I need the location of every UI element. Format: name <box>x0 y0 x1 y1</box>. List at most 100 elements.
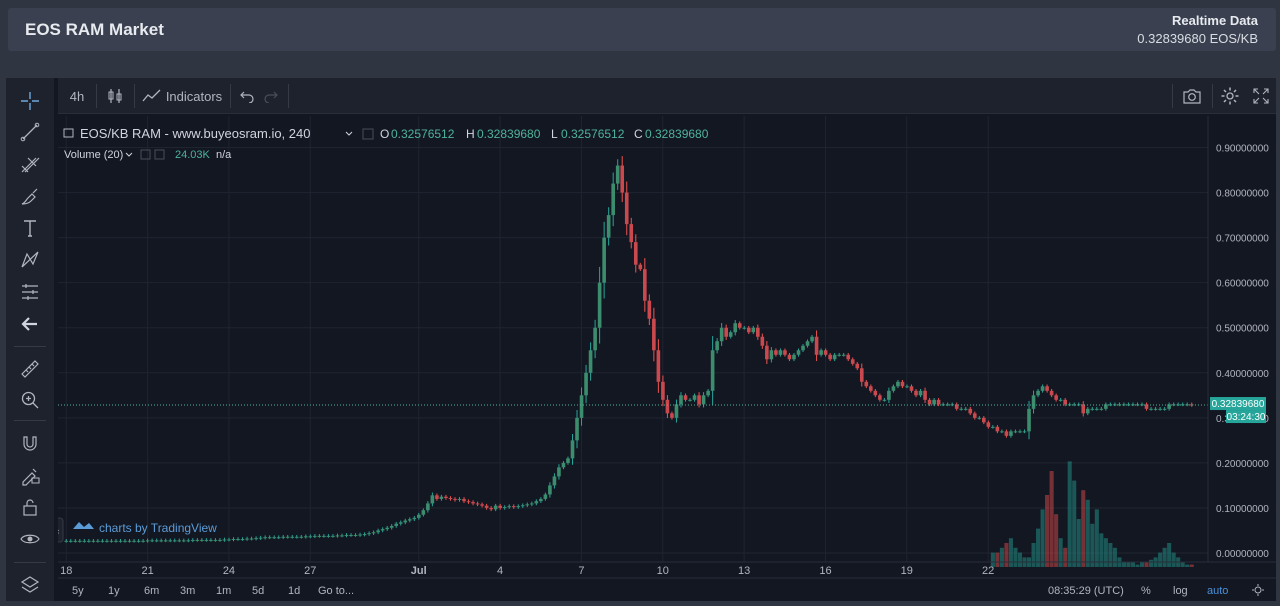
magnet-icon[interactable] <box>17 430 43 456</box>
chevron-left-icon[interactable]: ‹ <box>57 526 60 536</box>
candle-body <box>1063 399 1067 405</box>
candle-body <box>109 540 114 542</box>
x-tick-label: 16 <box>819 565 831 577</box>
candle-body <box>127 540 132 542</box>
candle-body <box>213 539 218 541</box>
candle-body <box>543 494 548 499</box>
ruler-icon[interactable] <box>17 356 43 382</box>
candle-body <box>371 532 376 534</box>
indicators-icon[interactable] <box>140 78 164 114</box>
range-button-3m[interactable]: 3m <box>180 585 195 597</box>
indicators-button[interactable]: Indicators <box>165 88 223 104</box>
candles-icon[interactable] <box>102 78 128 114</box>
bottom-settings-icon[interactable] <box>1252 584 1264 596</box>
volume-settings-icon[interactable] <box>140 149 151 160</box>
drawing-toolbar <box>6 78 54 601</box>
candle-body <box>896 381 900 387</box>
candle-body <box>855 363 860 369</box>
back-arrow-icon[interactable] <box>17 311 43 337</box>
candle-body <box>891 386 896 391</box>
brush-icon[interactable] <box>17 183 43 209</box>
clock[interactable]: 08:35:29 (UTC) <box>1048 585 1124 597</box>
layers-icon[interactable] <box>17 572 43 598</box>
chart-area[interactable]: 0.90000000 0.80000000 0.70000000 0.60000000… <box>6 116 1276 601</box>
trend-line-icon[interactable] <box>17 119 43 145</box>
auto-toggle[interactable]: auto <box>1207 585 1228 597</box>
candle-body <box>258 537 263 539</box>
text-icon[interactable] <box>17 215 43 241</box>
unlock-icon[interactable] <box>17 494 43 520</box>
chart-widget: 4h Indicators 0.90000000 0.80000000 0.7000… <box>6 78 1276 601</box>
candle-body <box>679 395 683 405</box>
prediction-icon[interactable] <box>17 279 43 305</box>
volume-bar <box>1058 538 1063 567</box>
zoom-in-icon[interactable] <box>17 387 43 413</box>
volume-dropdown-icon[interactable] <box>125 152 133 157</box>
pattern-icon[interactable] <box>17 247 43 273</box>
candle-body <box>385 527 389 530</box>
eye-icon[interactable] <box>17 526 43 552</box>
candle-body <box>1162 408 1167 410</box>
candle-body <box>159 540 163 542</box>
candle-body <box>1135 404 1140 406</box>
redo-icon[interactable] <box>260 78 282 114</box>
range-button-6m[interactable]: 6m <box>144 585 159 597</box>
chart-toolbar: 4h Indicators <box>58 78 1276 114</box>
realtime-value: 0.32839680 EOS/KB <box>1137 31 1258 46</box>
range-button-5y[interactable]: 5y <box>72 585 84 597</box>
candle-body <box>240 539 245 541</box>
candle-body <box>1036 390 1040 396</box>
candle-body <box>683 395 688 400</box>
symbol-title[interactable]: EOS/KB RAM - www.buyeosram.io, 240 <box>80 126 310 141</box>
candle-body <box>665 399 670 414</box>
range-button-1y[interactable]: 1y <box>108 585 120 597</box>
fullscreen-icon[interactable] <box>1246 78 1276 114</box>
candle-body <box>905 386 909 388</box>
candle-body <box>457 498 462 500</box>
candle-body <box>1090 408 1095 410</box>
header-bar: EOS RAM Market Realtime Data 0.32839680 … <box>8 8 1276 51</box>
candle-body <box>462 498 466 502</box>
candle-body <box>539 498 543 502</box>
volume-bar <box>1081 490 1086 567</box>
candle-body <box>204 539 209 541</box>
candle-body <box>864 381 869 387</box>
interval-button[interactable]: 4h <box>69 88 85 104</box>
candle-body <box>475 503 480 505</box>
x-tick-label: 13 <box>738 565 750 577</box>
candle-body <box>575 417 579 441</box>
candle-body <box>887 390 891 400</box>
candle-body <box>584 372 588 396</box>
candle-body <box>73 540 78 542</box>
percent-toggle[interactable]: % <box>1141 585 1151 597</box>
undo-icon[interactable] <box>236 78 258 114</box>
range-button-1m[interactable]: 1m <box>216 585 231 597</box>
lock-draw-icon[interactable] <box>17 462 43 488</box>
log-toggle[interactable]: log <box>1173 585 1188 597</box>
volume-bar <box>1008 538 1013 567</box>
time-axis[interactable]: 18 21 24 27 Jul 4 7 10 13 16 19 22 <box>60 565 994 577</box>
candle-body <box>145 540 150 542</box>
candle-body <box>995 426 1000 432</box>
goto-button[interactable]: Go to... <box>318 585 354 597</box>
price-candles <box>64 156 1194 543</box>
tradingview-watermark[interactable]: charts by TradingView <box>73 521 217 535</box>
collapse-icon[interactable] <box>63 128 74 138</box>
settings-small-icon[interactable] <box>362 128 374 140</box>
crosshair-icon[interactable] <box>17 88 43 114</box>
candle-body <box>68 540 73 542</box>
candle-body <box>448 498 453 500</box>
candle-body <box>873 390 878 396</box>
range-button-1d[interactable]: 1d <box>288 585 300 597</box>
settings-gear-icon[interactable] <box>1214 78 1246 114</box>
volume-label[interactable]: Volume (20) <box>64 149 123 161</box>
candle-body <box>87 540 91 542</box>
candle-body <box>878 395 882 400</box>
candle-body <box>633 242 638 265</box>
candle-body <box>588 350 593 373</box>
camera-icon[interactable] <box>1176 78 1208 114</box>
range-button-5d[interactable]: 5d <box>252 585 264 597</box>
volume-close-icon[interactable] <box>154 149 165 160</box>
symbol-dropdown-icon[interactable] <box>345 131 353 136</box>
pitchfork-icon[interactable] <box>17 151 43 177</box>
